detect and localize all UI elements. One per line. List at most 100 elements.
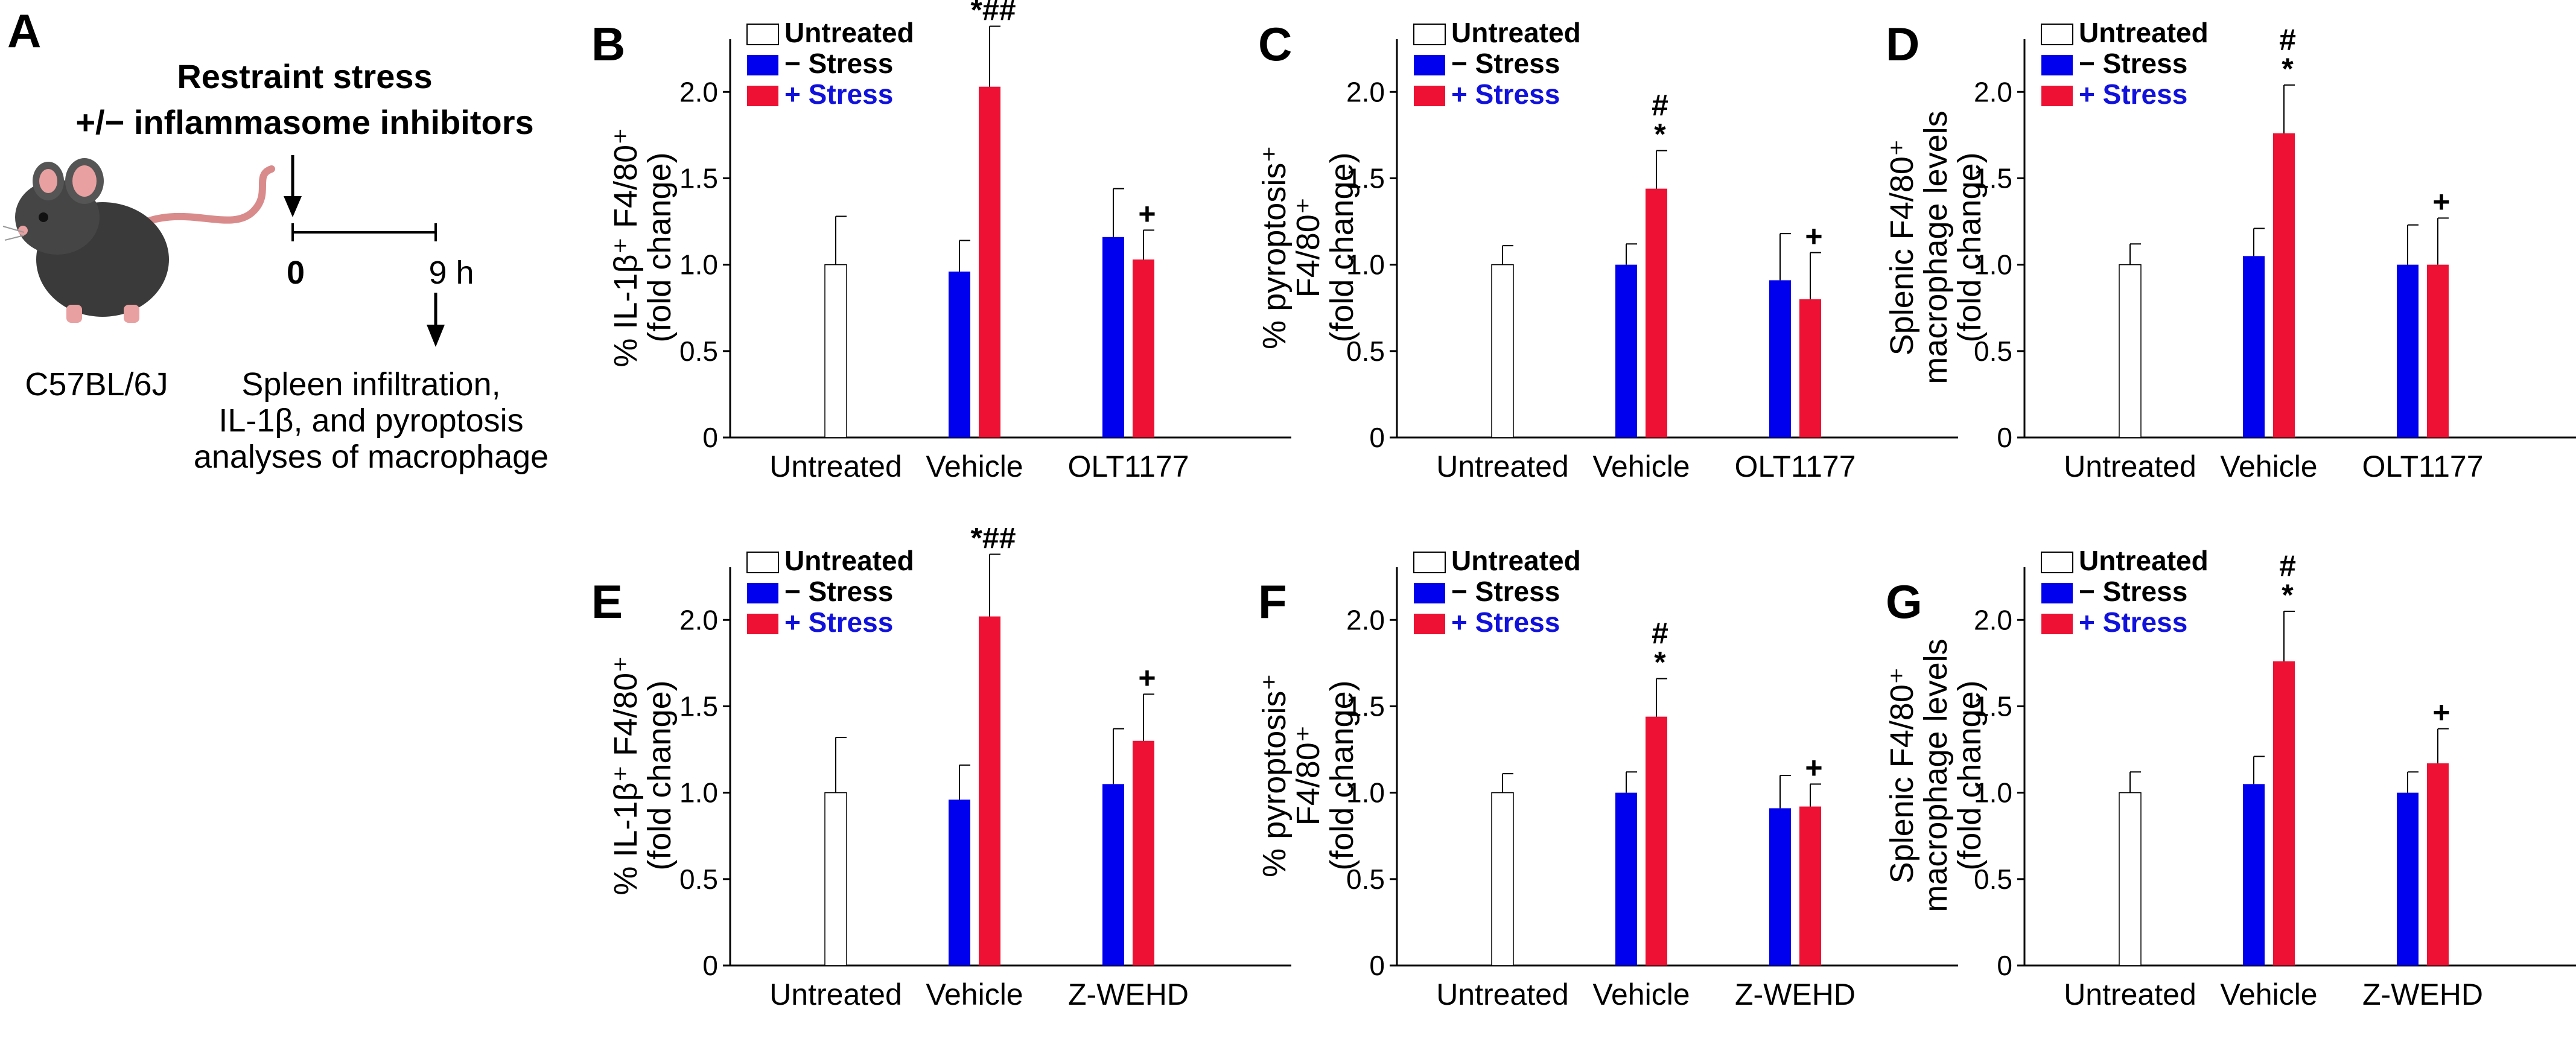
chart-panel-b: % IL-1β⁺ F4/80⁺(fold change) 0 0.5 1.0 1.5 2.… [608,0,1291,483]
bar [1799,806,1821,966]
legend-swatch [746,552,779,573]
bar [2397,264,2419,437]
x-tick-label: Z-WEHD [2362,978,2483,1011]
y-tick-label: 1.0 [1346,249,1385,281]
y-axis-label: F4/80⁺ [1290,725,1326,826]
bar [1133,259,1154,437]
y-tick-label: 2.0 [679,76,718,107]
legend-label: − Stress [2079,576,2187,607]
x-tick-label: Vehicle [926,978,1023,1011]
y-axis-label: F4/80⁺ [1290,197,1326,298]
y-tick-label: 0.5 [1346,336,1385,367]
bar [2427,264,2449,437]
x-tick-label: OLT1177 [1734,450,1856,483]
x-tick-label: Z-WEHD [1735,978,1856,1011]
y-axis-label: % IL-1β⁺ F4/80⁺ [608,127,644,367]
legend-label: − Stress [784,576,893,607]
legend-swatch [2041,583,2073,603]
y-tick-label: 1.5 [679,162,718,194]
legend-swatch [747,614,778,634]
bar [979,616,1000,966]
y-tick-label: 2.0 [1346,604,1385,635]
bar [2273,133,2295,437]
significance-marker: # [1652,617,1668,651]
x-tick-label: Untreated [1436,450,1569,483]
legend-swatch [747,583,778,603]
significance-marker: # [2279,549,2296,583]
readout-line3: analyses of macrophage [194,439,549,475]
legend-label: + Stress [1451,606,1560,638]
legend-label: − Stress [784,48,893,79]
legend-swatch [2041,55,2073,75]
x-tick-label: Untreated [1436,978,1569,1011]
bar [979,86,1000,437]
legend-label: + Stress [2079,606,2187,638]
legend-label: Untreated [2079,17,2209,48]
significance-marker: * [1654,646,1666,679]
significance-marker: * [2282,578,2294,612]
y-axis-label: (fold change) [641,152,678,342]
y-axis-label: (fold change) [641,680,678,870]
y-tick-label: 0.5 [679,336,718,367]
legend-swatch [1414,614,1445,634]
chart-panel-c: % pyroptosis⁺F4/80⁺(fold change) 0 0.5 1.0 1… [1256,17,1958,483]
x-tick-label: Untreated [769,450,902,483]
bar [1646,188,1667,437]
y-tick-label: 1.5 [1974,162,2012,194]
legend-swatch [1414,583,1445,603]
legend-swatch [747,55,778,75]
y-axis-label: (fold change) [1951,152,1988,342]
timeline-end-label: 9 h [428,255,474,291]
panel-letter-g: G [1886,575,1922,628]
y-axis-label: macrophage levels [1918,638,1954,912]
significance-marker: *## [970,528,1016,555]
legend-label: + Stress [1451,78,1560,110]
y-tick-label: 2.0 [1974,76,2012,107]
y-tick-label: 0 [702,950,718,981]
y-tick-label: 1.0 [679,777,718,809]
y-tick-label: 1.0 [679,249,718,281]
legend-swatch [746,24,779,45]
bar [1646,716,1667,966]
x-tick-label: Vehicle [1592,978,1690,1011]
bar [1102,784,1124,966]
significance-marker: # [2279,23,2296,57]
bar [1491,264,1514,438]
significance-marker: * [2282,52,2294,86]
y-tick-label: 0 [1997,950,2012,981]
x-tick-label: Untreated [2064,450,2196,483]
bar [2243,256,2265,437]
y-tick-label: 1.5 [1346,162,1385,194]
panel-letter-c: C [1258,17,1293,71]
significance-marker: *## [970,0,1016,27]
x-tick-label: Vehicle [926,450,1023,483]
bar [1799,299,1821,437]
x-tick-label: Untreated [769,978,902,1011]
bar [2119,792,2142,966]
significance-marker: + [1138,197,1156,231]
x-tick-label: Vehicle [1592,450,1690,483]
significance-marker: + [1138,661,1156,695]
y-axis-label: Splenic F4/80⁺ [1884,139,1920,356]
bar [1615,264,1637,437]
legend-label: + Stress [784,78,893,110]
legend-label: Untreated [784,545,914,576]
schematic-panel: Restraint stress +/− inflammasome inhibi… [2,57,549,475]
y-tick-label: 1.5 [679,690,718,722]
y-tick-label: 2.0 [1974,604,2012,635]
y-tick-label: 0.5 [1974,864,2012,895]
bar [1615,792,1637,966]
x-tick-label: Vehicle [2220,978,2317,1011]
x-tick-label: Untreated [2064,978,2196,1011]
bar [2243,784,2265,966]
strain-label: C57BL/6J [25,366,168,402]
y-tick-label: 1.5 [1974,690,2012,722]
schematic-title-line2: +/− inflammasome inhibitors [75,103,533,141]
legend-swatch [747,86,778,106]
y-axis-label: (fold change) [1951,680,1988,870]
bar [824,264,847,438]
y-tick-label: 0 [1997,422,2012,453]
bar [1769,280,1791,437]
legend-swatch [1413,552,1446,573]
chart-panel-g: Splenic F4/80⁺macrophage levels(fold cha… [1884,545,2576,1011]
